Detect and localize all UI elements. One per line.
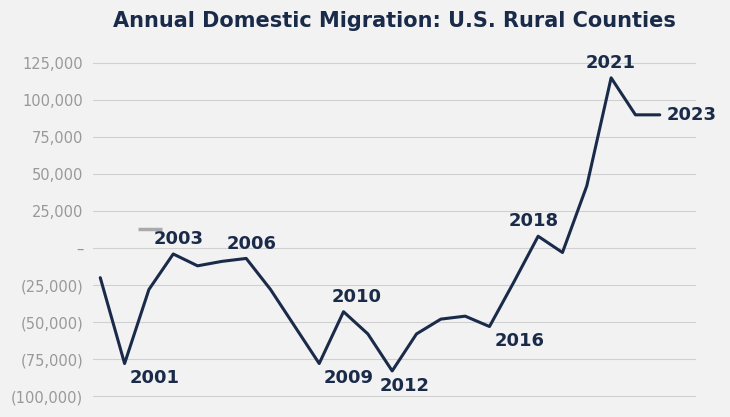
Text: 2012: 2012 [380, 377, 430, 395]
Text: 2003: 2003 [154, 230, 204, 248]
Text: 2009: 2009 [324, 369, 374, 387]
Text: 2001: 2001 [129, 369, 180, 387]
Text: 2023: 2023 [667, 106, 717, 124]
Text: 2006: 2006 [227, 234, 277, 253]
Text: 2016: 2016 [494, 332, 545, 350]
Text: 2021: 2021 [586, 54, 636, 72]
Title: Annual Domestic Migration: U.S. Rural Counties: Annual Domestic Migration: U.S. Rural Co… [113, 11, 676, 31]
Text: 2018: 2018 [509, 212, 559, 230]
Text: 2010: 2010 [331, 288, 381, 306]
